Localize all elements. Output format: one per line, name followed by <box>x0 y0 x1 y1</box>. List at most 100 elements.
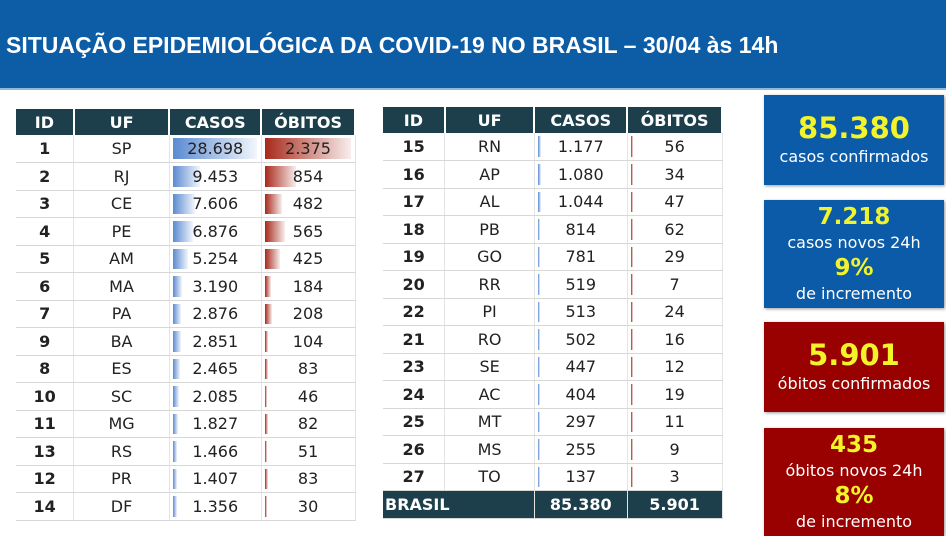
row-uf: RO <box>444 325 535 354</box>
card-casos-novos: 7.218 casos novos 24h 9% de incremento <box>764 200 944 308</box>
table-row: 18 PB 814 62 <box>383 215 723 244</box>
row-obitos: 83 <box>261 465 356 493</box>
row-uf: AC <box>444 380 535 409</box>
casos-data-bar <box>172 441 178 462</box>
row-id: 10 <box>16 382 75 411</box>
novos-obitos-value: 435 <box>829 432 878 458</box>
casos-data-bar <box>172 331 182 352</box>
table-row: 19 GO 781 29 <box>383 243 723 271</box>
row-id: 24 <box>383 380 446 409</box>
casos-data-bar <box>172 358 181 379</box>
row-casos: 2.876 <box>169 300 262 328</box>
obitos-value: 184 <box>292 276 324 296</box>
row-casos: 2.465 <box>169 355 262 383</box>
casos-data-bar <box>537 329 540 350</box>
obitos-value: 83 <box>297 359 319 379</box>
casos-data-bar <box>537 136 542 157</box>
table-row: 4 PE 6.876 565 <box>16 217 356 246</box>
obitos-value: 82 <box>297 414 319 434</box>
obitos-value: 16 <box>664 329 685 349</box>
table-row: 6 MA 3.190 184 <box>16 272 356 301</box>
col-uf: UF <box>73 109 171 135</box>
casos-data-bar <box>537 384 540 405</box>
obitos-data-bar <box>264 138 351 159</box>
table-row: 23 SE 447 12 <box>383 353 723 381</box>
table-row: 22 PI 513 24 <box>383 298 723 326</box>
table-row: 25 MT 297 11 <box>383 408 723 436</box>
row-casos: 2.851 <box>169 327 262 356</box>
row-uf: MA <box>73 272 170 301</box>
obitos-value: 62 <box>664 219 685 239</box>
row-casos: 137 <box>534 463 628 491</box>
row-obitos: 2.375 <box>261 135 356 163</box>
obitos-data-bar <box>264 386 267 407</box>
row-casos: 7.606 <box>169 190 262 218</box>
obitos-value: 30 <box>297 496 319 516</box>
obitos-value: 208 <box>292 304 324 324</box>
row-casos: 404 <box>534 380 628 409</box>
casos-value: 6.876 <box>192 221 239 241</box>
row-uf: MG <box>73 410 170 438</box>
novos-casos-pct: 9% <box>834 255 874 281</box>
casos-value: 781 <box>565 247 597 267</box>
table-row: 13 RS 1.466 51 <box>16 437 356 466</box>
casos-value: 7.606 <box>192 194 239 214</box>
row-casos: 814 <box>534 215 628 244</box>
row-obitos: 184 <box>261 272 356 301</box>
row-casos: 3.190 <box>169 272 262 301</box>
total-casos: 85.380 <box>534 490 628 519</box>
obitos-data-bar <box>264 276 272 297</box>
obitos-value: 2.375 <box>285 139 331 158</box>
row-id: 12 <box>16 465 75 493</box>
obitos-value: 56 <box>664 137 685 156</box>
row-uf: SE <box>444 353 535 381</box>
row-id: 9 <box>16 327 75 356</box>
col-obitos: ÓBITOS <box>261 109 356 135</box>
row-obitos: 3 <box>627 463 723 491</box>
casos-value: 2.851 <box>192 331 239 351</box>
row-casos: 5.254 <box>169 245 262 273</box>
table-row: 21 RO 502 16 <box>383 325 723 354</box>
row-id: 3 <box>16 190 75 218</box>
obitos-value: 29 <box>664 247 685 267</box>
states-table-right: ID UF CASOS ÓBITOS 15 RN 1.177 56 16 AP 1.080 3… <box>383 107 723 519</box>
row-uf: PB <box>444 215 535 244</box>
obitos-data-bar <box>264 441 267 462</box>
row-uf: SP <box>73 135 170 163</box>
row-casos: 297 <box>534 408 628 436</box>
obitos-value: 34 <box>664 164 685 184</box>
casos-data-bar <box>172 386 179 407</box>
row-obitos: 104 <box>261 327 356 356</box>
casos-value: 1.466 <box>192 441 239 461</box>
row-obitos: 12 <box>627 353 723 381</box>
table-row: 26 MS 255 9 <box>383 435 723 464</box>
row-obitos: 47 <box>627 188 723 216</box>
casos-value: 3.190 <box>192 276 239 296</box>
row-id: 18 <box>383 215 446 244</box>
card-casos-confirmados: 85.380 casos confirmados <box>764 95 944 185</box>
row-uf: AP <box>444 160 535 189</box>
row-id: 20 <box>383 270 446 299</box>
obitos-data-bar <box>630 301 633 322</box>
obitos-value: 46 <box>297 386 319 406</box>
table-row: 2 RJ 9.453 854 <box>16 162 356 191</box>
obitos-data-bar <box>264 303 273 324</box>
row-obitos: 208 <box>261 300 356 328</box>
row-casos: 255 <box>534 435 628 464</box>
row-obitos: 16 <box>627 325 723 354</box>
row-uf: PR <box>73 465 170 493</box>
row-obitos: 565 <box>261 217 356 246</box>
obitos-data-bar <box>264 358 268 379</box>
row-casos: 6.876 <box>169 217 262 246</box>
obitos-value: 425 <box>292 249 324 269</box>
row-obitos: 24 <box>627 298 723 326</box>
obitos-value: 9 <box>669 439 680 459</box>
table-row: 9 BA 2.851 104 <box>16 327 356 356</box>
novos-obitos-pct-label: de incremento <box>795 512 913 531</box>
obitos-data-bar <box>630 274 633 295</box>
row-obitos: 83 <box>261 355 356 383</box>
casos-value: 2.876 <box>192 304 239 324</box>
obitos-value: 12 <box>664 357 685 377</box>
obitos-data-bar <box>264 221 286 242</box>
casos-data-bar <box>537 356 540 377</box>
